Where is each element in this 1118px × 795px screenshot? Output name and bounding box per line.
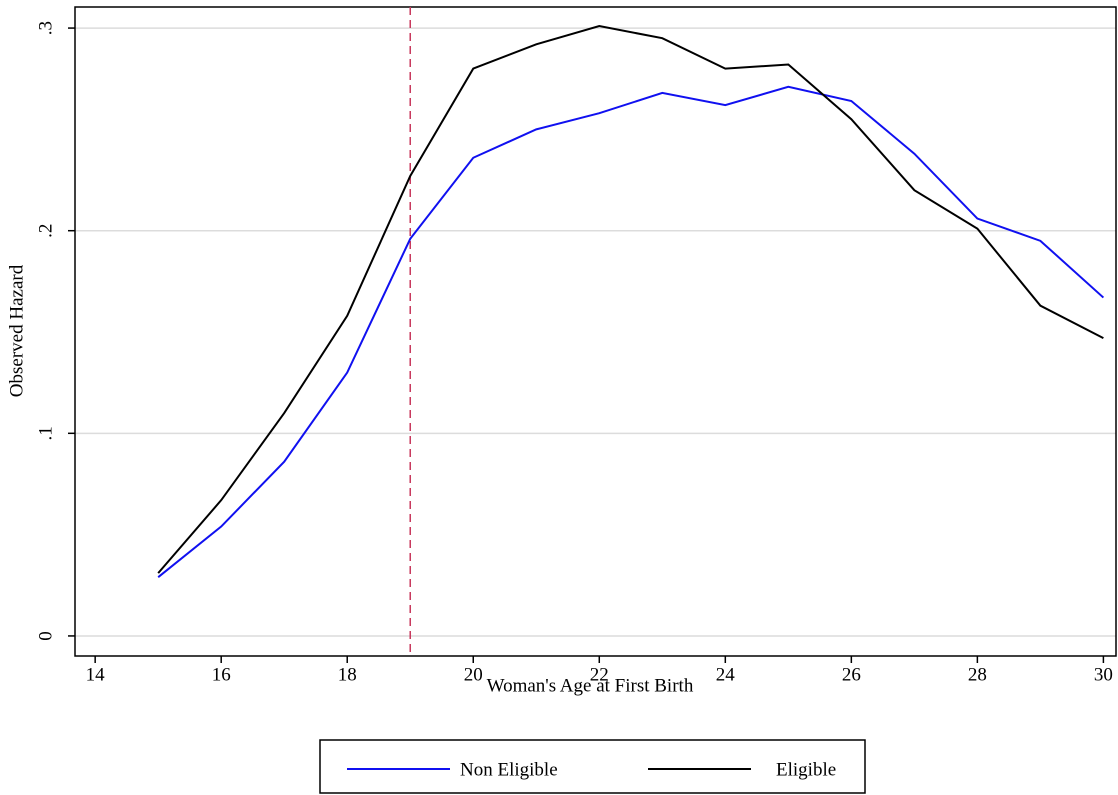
- x-tick-label: 18: [338, 664, 357, 685]
- x-tick-label: 24: [716, 664, 736, 685]
- legend-label: Eligible: [776, 759, 836, 780]
- y-tick-label: .3: [35, 21, 56, 35]
- x-tick-label: 30: [1094, 664, 1113, 685]
- y-tick-label: .1: [35, 426, 56, 440]
- x-axis-label: Woman's Age at First Birth: [487, 675, 694, 696]
- y-axis-label: Observed Hazard: [6, 264, 27, 397]
- series-line: [157, 85, 1105, 578]
- x-tick-label: 20: [464, 664, 483, 685]
- x-tick-label: 22: [590, 664, 609, 685]
- legend-box: [319, 739, 866, 794]
- y-tick-label: .2: [35, 224, 56, 238]
- x-tick-label: 26: [842, 664, 861, 685]
- plot-frame: [74, 6, 1117, 657]
- x-tick-label: 16: [212, 664, 231, 685]
- legend-label: Non Eligible: [460, 759, 558, 780]
- y-tick-label: 0: [35, 631, 56, 641]
- series-line: [157, 25, 1104, 574]
- x-tick-label: 14: [86, 664, 106, 685]
- x-tick-label: 28: [968, 664, 987, 685]
